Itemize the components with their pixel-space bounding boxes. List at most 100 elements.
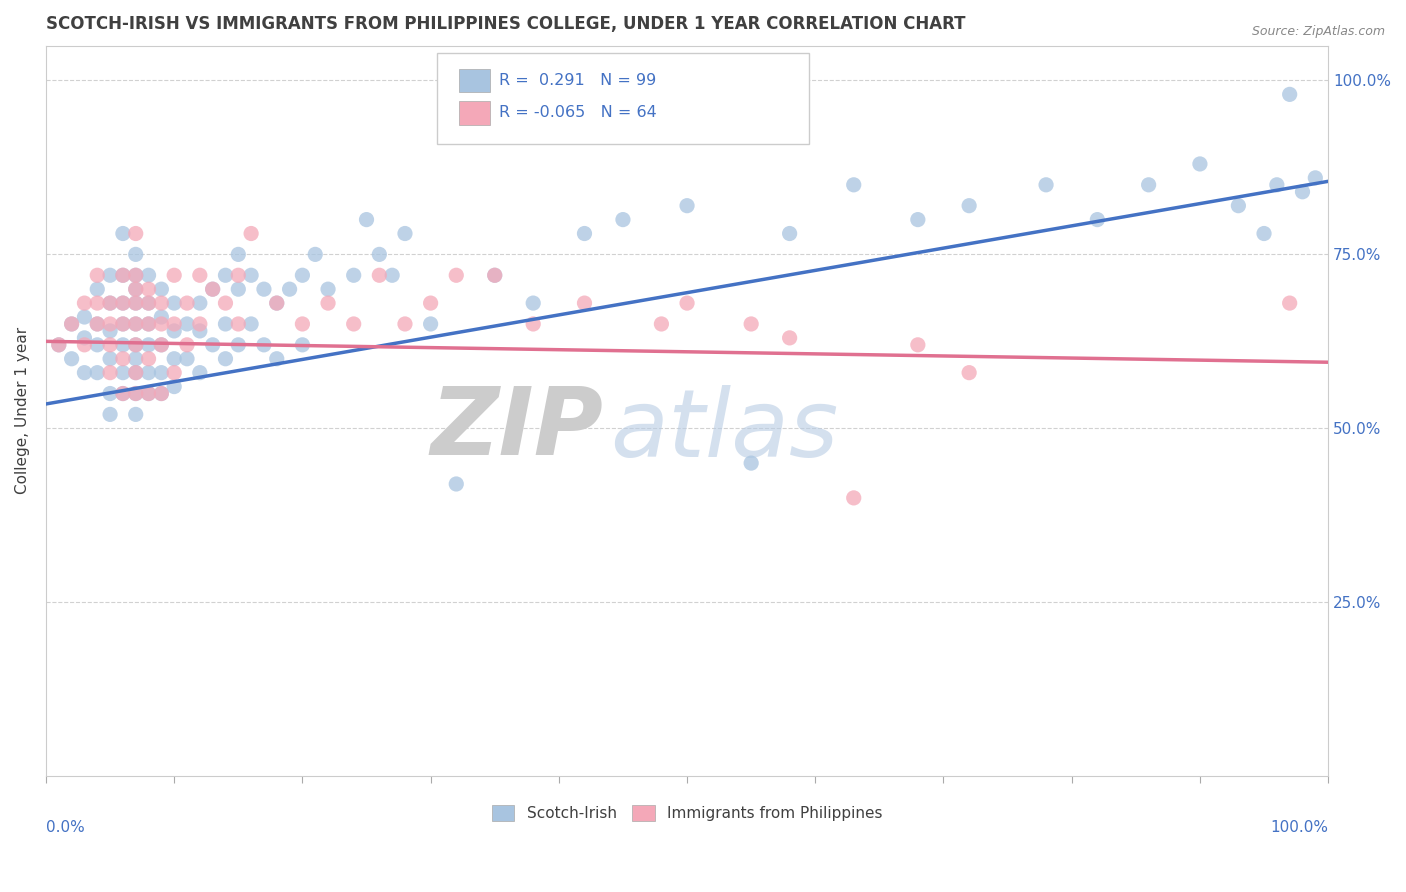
- Point: [176, 351, 198, 366]
- Point: [957, 366, 980, 380]
- Point: [214, 317, 236, 331]
- Point: [188, 317, 211, 331]
- Point: [201, 282, 224, 296]
- Point: [73, 331, 96, 345]
- Point: [150, 282, 173, 296]
- Point: [125, 282, 148, 296]
- Point: [125, 338, 148, 352]
- Point: [484, 268, 506, 283]
- Point: [176, 338, 198, 352]
- Point: [188, 324, 211, 338]
- Point: [98, 268, 121, 283]
- Point: [957, 199, 980, 213]
- Point: [111, 338, 134, 352]
- Point: [125, 408, 148, 422]
- Point: [125, 317, 148, 331]
- Point: [73, 338, 96, 352]
- Point: [316, 282, 339, 296]
- Point: [779, 227, 801, 241]
- Point: [163, 268, 186, 283]
- Point: [98, 317, 121, 331]
- Point: [1188, 157, 1211, 171]
- Point: [111, 386, 134, 401]
- Point: [356, 212, 378, 227]
- Point: [266, 351, 288, 366]
- Point: [125, 268, 148, 283]
- Point: [98, 386, 121, 401]
- Text: R =  0.291   N = 99: R = 0.291 N = 99: [499, 73, 655, 88]
- Point: [676, 296, 699, 310]
- Point: [138, 317, 160, 331]
- Point: [125, 317, 148, 331]
- Point: [907, 212, 929, 227]
- Point: [394, 317, 416, 331]
- Point: [1137, 178, 1160, 192]
- Point: [163, 317, 186, 331]
- Point: [1305, 170, 1327, 185]
- Point: [125, 386, 148, 401]
- Point: [138, 338, 160, 352]
- Point: [138, 386, 160, 401]
- Point: [266, 296, 288, 310]
- Point: [419, 317, 441, 331]
- Point: [419, 296, 441, 310]
- Point: [111, 317, 134, 331]
- Point: [163, 366, 186, 380]
- FancyBboxPatch shape: [458, 69, 489, 93]
- Point: [266, 296, 288, 310]
- Point: [125, 338, 148, 352]
- Point: [1253, 227, 1275, 241]
- Point: [111, 296, 134, 310]
- Point: [226, 338, 249, 352]
- Point: [150, 366, 173, 380]
- Point: [201, 338, 224, 352]
- Point: [176, 317, 198, 331]
- Point: [111, 366, 134, 380]
- Point: [779, 331, 801, 345]
- Point: [740, 317, 762, 331]
- Y-axis label: College, Under 1 year: College, Under 1 year: [15, 327, 30, 494]
- Point: [111, 227, 134, 241]
- Text: 0.0%: 0.0%: [46, 820, 84, 835]
- Point: [446, 477, 468, 491]
- Point: [111, 268, 134, 283]
- Point: [73, 310, 96, 324]
- Point: [138, 268, 160, 283]
- Point: [111, 351, 134, 366]
- Point: [291, 317, 314, 331]
- Point: [150, 310, 173, 324]
- Point: [150, 338, 173, 352]
- Point: [150, 386, 173, 401]
- Point: [676, 199, 699, 213]
- Point: [842, 491, 865, 505]
- Point: [125, 366, 148, 380]
- Point: [381, 268, 404, 283]
- Point: [214, 268, 236, 283]
- FancyBboxPatch shape: [458, 101, 489, 125]
- Point: [446, 268, 468, 283]
- Point: [188, 268, 211, 283]
- Point: [125, 296, 148, 310]
- Point: [291, 268, 314, 283]
- Point: [612, 212, 634, 227]
- Point: [125, 386, 148, 401]
- Text: Source: ZipAtlas.com: Source: ZipAtlas.com: [1251, 25, 1385, 38]
- Point: [163, 379, 186, 393]
- Point: [86, 282, 108, 296]
- Point: [98, 296, 121, 310]
- Point: [574, 227, 596, 241]
- Point: [138, 366, 160, 380]
- Point: [650, 317, 672, 331]
- Point: [125, 296, 148, 310]
- Point: [201, 282, 224, 296]
- Point: [98, 408, 121, 422]
- Point: [98, 366, 121, 380]
- Point: [150, 338, 173, 352]
- Point: [98, 296, 121, 310]
- Point: [214, 296, 236, 310]
- Point: [48, 338, 70, 352]
- Point: [1035, 178, 1057, 192]
- Point: [907, 338, 929, 352]
- FancyBboxPatch shape: [437, 53, 808, 145]
- Point: [522, 317, 544, 331]
